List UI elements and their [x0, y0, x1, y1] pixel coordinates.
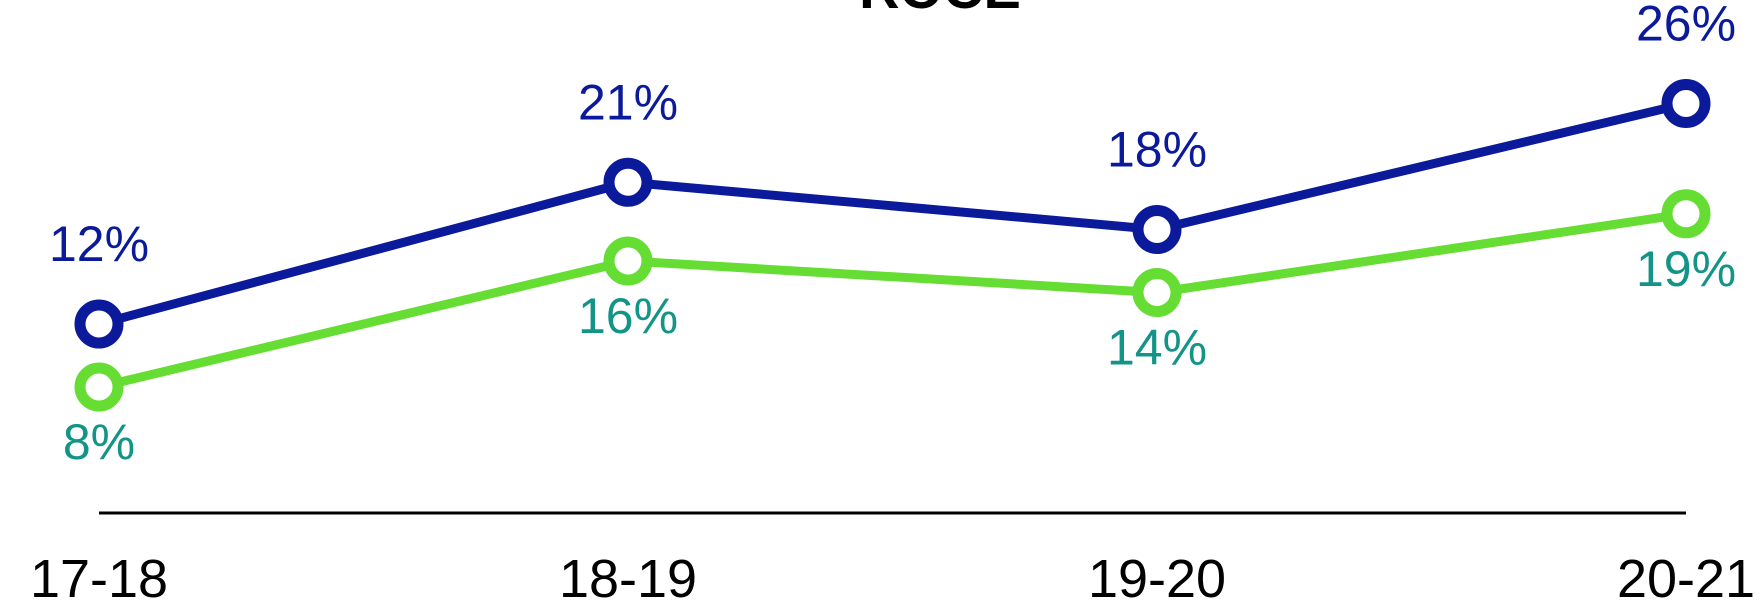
- x-tick-label: 20-21: [1617, 549, 1755, 606]
- data-label: 19%: [1636, 241, 1736, 297]
- series-line: [97, 209, 1687, 392]
- data-label: 14%: [1107, 320, 1207, 376]
- data-label: 21%: [578, 74, 678, 130]
- x-tick-label: 18-19: [559, 549, 697, 606]
- data-label: 18%: [1107, 122, 1207, 178]
- point-marker: [1661, 189, 1711, 239]
- point-marker: [1132, 205, 1182, 254]
- x-tick-label: 19-20: [1088, 549, 1226, 606]
- point-marker: [1661, 79, 1711, 128]
- x-tick-label: 17-18: [30, 549, 168, 606]
- data-label: 12%: [49, 216, 149, 272]
- chart-title: ROCE: [859, 0, 1021, 20]
- point-marker: [74, 299, 124, 349]
- point-marker: [1132, 268, 1182, 317]
- point-marker: [74, 362, 124, 412]
- data-label: 8%: [63, 414, 135, 470]
- series-line: [97, 99, 1688, 329]
- point-marker: [603, 236, 653, 286]
- data-label: 26%: [1636, 0, 1736, 52]
- point-marker: [603, 157, 653, 207]
- data-label: 16%: [578, 288, 678, 344]
